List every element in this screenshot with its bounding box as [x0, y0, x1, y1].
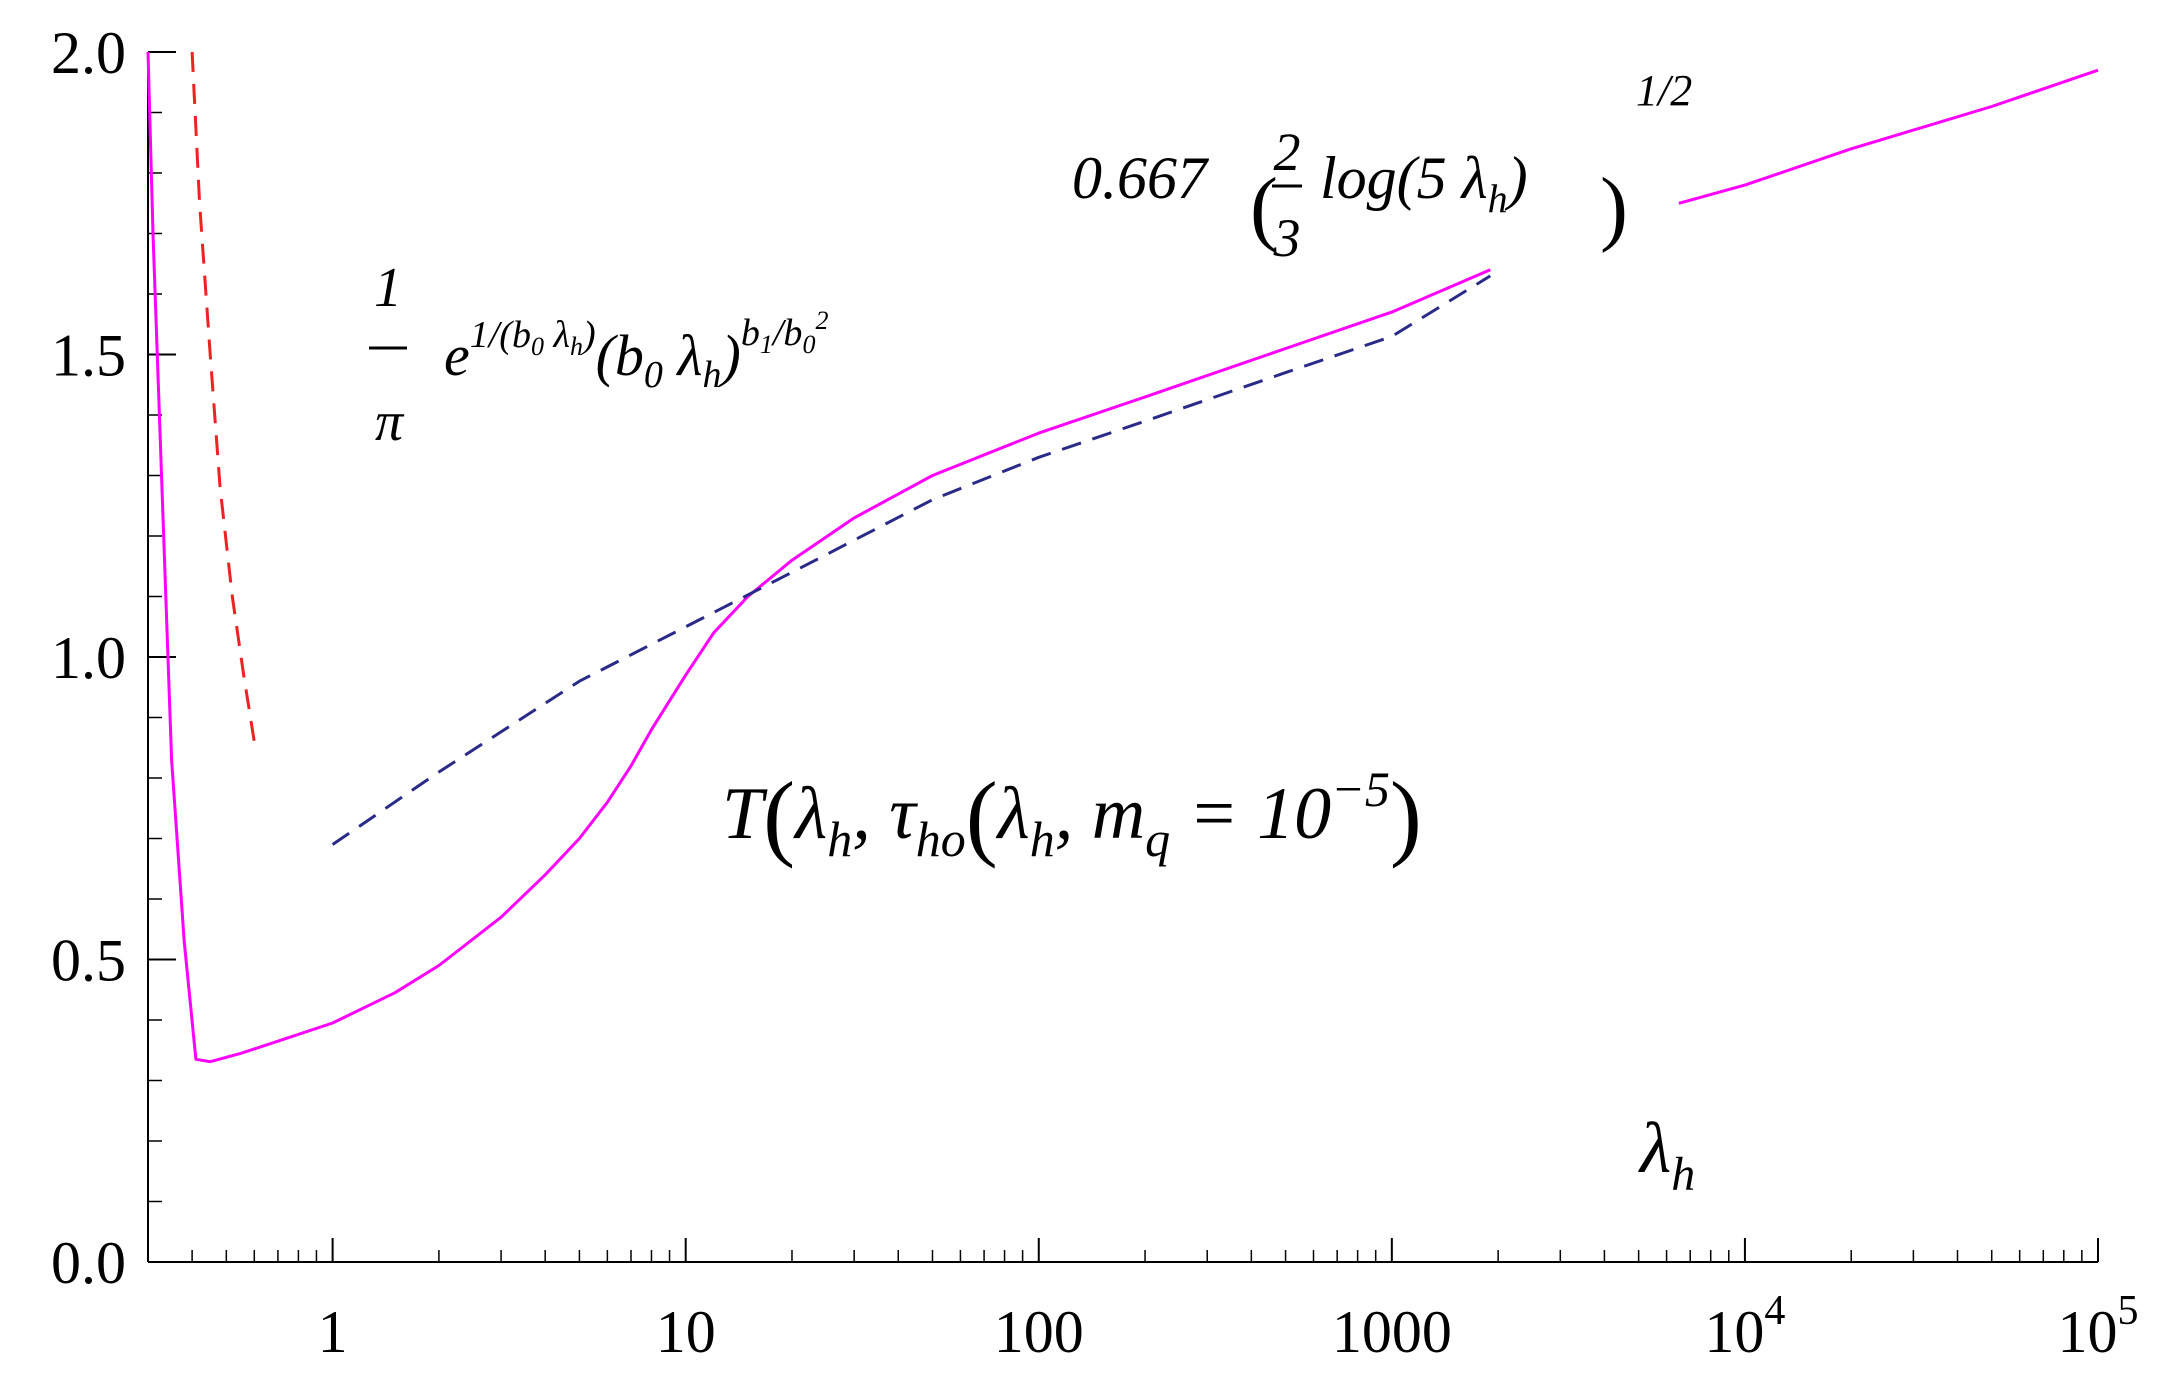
x-tick-label: 105 [2058, 1288, 2139, 1365]
x-tick-label: 100 [994, 1299, 1084, 1365]
y-ticks: 0.0 0.5 1.0 1.5 2.0 [51, 20, 176, 1296]
curve-formula: T(λh, τho(λh, mq = 10−5) [722, 761, 1422, 869]
uv-paren-close: ) [1600, 161, 1628, 254]
uv-coefficient: 0.667 [1072, 145, 1210, 211]
x-tick-label: 10 [656, 1299, 716, 1365]
uv-paren-open: ( [1250, 161, 1278, 254]
series-line-1 [1678, 68, 2099, 205]
y-tick-label: 1.5 [51, 323, 126, 389]
x-minor-ticks [147, 1250, 2083, 1262]
curve-label: T(λh, τho(λh, mq = 10−5) [722, 761, 1422, 869]
series-line-2 [190, 51, 256, 742]
x-tick-label: 1 [318, 1299, 348, 1365]
uv-fraction-denominator: 3 [1273, 208, 1301, 268]
ir-exponential: e1/(b0 λh)(b0 λh)b1/b02 [444, 306, 828, 396]
uv-log-term: log(5 λh) [1320, 145, 1528, 221]
series-layer [146, 51, 2099, 1064]
y-tick-label: 1.0 [51, 625, 126, 691]
series-line-3 [331, 274, 1492, 846]
uv-asymptote-label: 0.667 ( 2 3 log(5 λh) ) 1/2 [1072, 66, 1692, 268]
series-line-1 [146, 51, 1491, 1064]
x-tick-label: 1000 [1332, 1299, 1452, 1365]
x-ticks: 1 10 100 1000 104 105 [318, 1238, 2139, 1365]
axes [147, 52, 2098, 1263]
ir-fraction-denominator: π [375, 391, 405, 453]
x-tick-label: 104 [1704, 1288, 1785, 1365]
x-axis-label: λh [1638, 1108, 1695, 1201]
ir-asymptote-label: 1 π e1/(b0 λh)(b0 λh)b1/b02 [369, 257, 828, 453]
y-tick-label: 0.0 [51, 1230, 126, 1296]
ir-fraction-numerator: 1 [374, 257, 402, 319]
uv-fraction-numerator: 2 [1274, 122, 1301, 182]
y-tick-label: 2.0 [51, 20, 126, 86]
uv-power: 1/2 [1636, 66, 1692, 115]
y-tick-label: 0.5 [51, 928, 126, 994]
